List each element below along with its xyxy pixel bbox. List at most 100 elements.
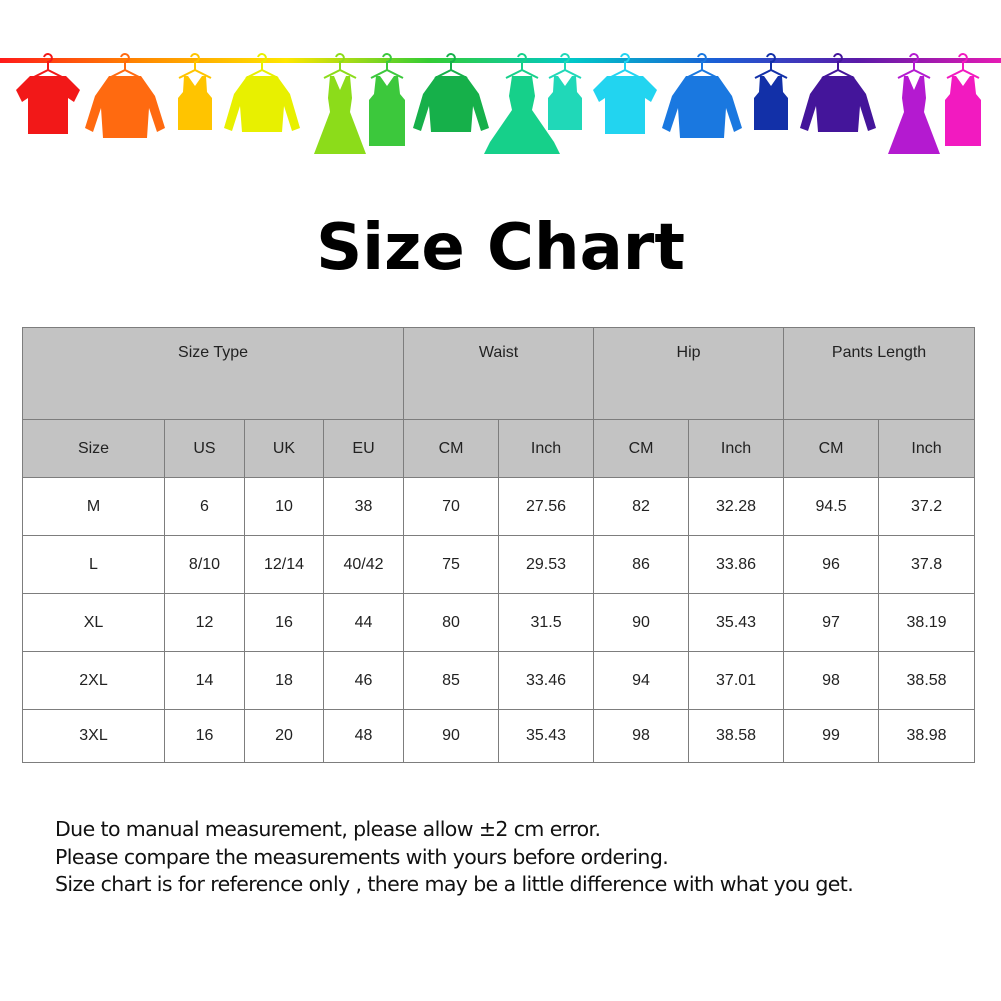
table-cell: 37.01: [688, 651, 785, 710]
table-cell: 99: [783, 709, 880, 763]
table-cell: 38.19: [878, 593, 976, 652]
table-cell: XL: [22, 593, 165, 652]
table-cell: 80: [403, 593, 500, 652]
measurement-notes: Due to manual measurement, please allow …: [55, 816, 854, 899]
table-cell: 40/42: [322, 535, 405, 594]
group-header-waist: Waist: [403, 327, 595, 420]
table-row: M 6 10 38 70 27.56 82 32.28 94.5 37.2: [22, 477, 976, 536]
table-cell: 38.98: [878, 709, 976, 763]
tshirt-icon: [16, 76, 80, 134]
table-cell: 82: [593, 477, 690, 536]
clothes-line: [0, 58, 1001, 63]
table-row: 2XL 14 18 46 85 33.46 94 37.01 98 38.58: [22, 651, 976, 710]
table-cell: 8/10: [164, 535, 245, 594]
table-cell: 35.43: [498, 709, 595, 763]
subheader-cell: EU: [322, 419, 405, 478]
hanger-icon: [505, 53, 539, 79]
table-cell: 18: [244, 651, 324, 710]
table-cell: 70: [403, 477, 500, 536]
subheader-cell: CM: [783, 419, 880, 478]
table-cell: 90: [593, 593, 690, 652]
table-cell: 96: [783, 535, 880, 594]
garment-dress-icon: [314, 53, 366, 154]
table-cell: 31.5: [498, 593, 595, 652]
tank-top-icon: [178, 76, 212, 130]
hanger-icon: [323, 53, 357, 79]
group-header-size-type: Size Type: [21, 327, 405, 420]
sweater-icon: [224, 76, 300, 132]
garment-tank-top-icon: [548, 53, 582, 130]
table-cell: 6: [164, 477, 245, 536]
hanger-icon: [31, 53, 65, 79]
group-header-hip: Hip: [593, 327, 785, 420]
dress-icon: [888, 76, 940, 154]
hanger-icon: [685, 53, 719, 79]
garment-belted-dress-icon: [945, 53, 981, 146]
garment-full-dress-icon: [484, 53, 560, 154]
table-cell: 98: [593, 709, 690, 763]
table-cell: 97: [783, 593, 880, 652]
table-cell: 37.8: [878, 535, 976, 594]
table-cell: 46: [322, 651, 405, 710]
table-cell: 35.43: [688, 593, 785, 652]
hanger-icon: [370, 53, 404, 79]
garment-dress-icon: [888, 53, 940, 154]
garment-tank-top-icon: [754, 53, 788, 130]
hanger-icon: [548, 53, 582, 79]
group-header-row: Size Type Waist Hip Pants Length: [21, 327, 976, 420]
hanger-icon: [434, 53, 468, 79]
subheader-cell: UK: [244, 419, 324, 478]
garment-tshirt-icon: [593, 53, 657, 134]
table-cell: 38.58: [878, 651, 976, 710]
hanger-icon: [245, 53, 279, 79]
sweater-icon: [413, 76, 489, 132]
table-cell: M: [22, 477, 165, 536]
tank-top-icon: [548, 76, 582, 130]
table-cell: 12/14: [244, 535, 324, 594]
table-cell: 86: [593, 535, 690, 594]
full-dress-icon: [484, 76, 560, 154]
belted-dress-icon: [369, 76, 405, 146]
note-line: Please compare the measurements with you…: [55, 844, 669, 869]
clothes-line-banner: [0, 53, 1001, 154]
hanger-icon: [754, 53, 788, 79]
belted-dress-icon: [945, 76, 981, 146]
table-cell: 16: [164, 709, 245, 763]
table-cell: 94.5: [783, 477, 880, 536]
subheader-cell: CM: [593, 419, 690, 478]
table-cell: 38: [322, 477, 405, 536]
note-line: Size chart is for reference only , there…: [55, 872, 854, 896]
subheader-cell: US: [164, 419, 245, 478]
subheader-cell: CM: [403, 419, 500, 478]
table-cell: 20: [244, 709, 324, 763]
dress-icon: [314, 76, 366, 154]
table-cell: 48: [322, 709, 405, 763]
table-cell: 44: [322, 593, 405, 652]
garment-tank-top-icon: [178, 53, 212, 130]
subheader-cell: Inch: [498, 419, 595, 478]
table-cell: 38.58: [688, 709, 785, 763]
hanger-icon: [897, 53, 931, 79]
table-row: XL 12 16 44 80 31.5 90 35.43 97 38.19: [22, 593, 976, 652]
hanger-icon: [821, 53, 855, 79]
garment-sweater-icon: [224, 53, 300, 132]
tshirt-icon: [593, 76, 657, 134]
subheader-cell: Size: [22, 419, 165, 478]
garment-belted-dress-icon: [369, 53, 405, 146]
table-row: 3XL 16 20 48 90 35.43 98 38.58 99 38.98: [22, 709, 976, 763]
table-cell: 32.28: [688, 477, 785, 536]
table-cell: 37.2: [878, 477, 976, 536]
garment-sweater-icon: [413, 53, 489, 132]
hanger-icon: [608, 53, 642, 79]
table-cell: 27.56: [498, 477, 595, 536]
table-cell: 12: [164, 593, 245, 652]
group-header-pants-length: Pants Length: [783, 327, 976, 420]
table-cell: 85: [403, 651, 500, 710]
subheader-cell: Inch: [688, 419, 785, 478]
subheader-row: Size US UK EU CM Inch CM Inch CM Inch: [22, 419, 976, 478]
hanger-icon: [178, 53, 212, 79]
garment-shirt-icon: [85, 53, 165, 138]
size-table: Size Type Waist Hip Pants Length Size US U…: [21, 327, 976, 763]
table-cell: 90: [403, 709, 500, 763]
note-line: Due to manual measurement, please allow …: [55, 817, 601, 841]
